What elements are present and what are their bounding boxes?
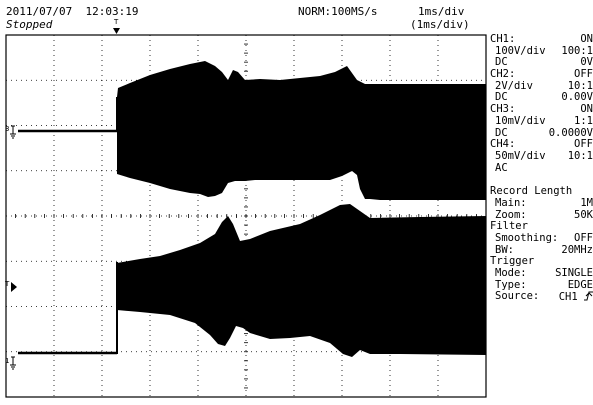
filter-title: Filter	[490, 220, 528, 233]
ch1-marker-label: 1	[5, 357, 9, 365]
ch2-state: OFF	[574, 68, 593, 81]
ch1-ground-icon	[10, 356, 16, 370]
ch1-scale-row: 100V/div 100:1	[495, 44, 593, 57]
ch4-header-row: CH4: OFF	[490, 138, 593, 151]
ch3-header-row: CH3: ON	[490, 103, 593, 116]
settings-panel: CH1: ON 100V/div 100:1 DC 0V CH2: OFF 2V/div…	[490, 33, 593, 303]
acquisition-status: Stopped	[6, 18, 53, 31]
acquisition-mode: NORM:100MS/s	[298, 5, 378, 18]
trigger-level-label: T	[4, 280, 10, 288]
trigger-level-icon	[11, 282, 17, 292]
datetime: 2011/07/07 12:03:19	[6, 5, 139, 18]
record-zoom-row: Zoom: 50K	[495, 208, 593, 221]
record-main-row: Main: 1M	[495, 196, 593, 209]
ch3-coupling-row: DC 0.0000V	[495, 126, 593, 139]
ch4-coupling-row: AC	[495, 161, 508, 174]
trigger-type-row: Type: EDGE	[495, 278, 593, 291]
ch2-coupling-row: DC 0.00V	[495, 91, 593, 104]
ch1-envelope	[117, 204, 486, 357]
trigger-source-row: Source: CH1	[490, 291, 593, 303]
timebase: 1ms/div	[418, 5, 465, 18]
ch3-ground-icon	[10, 125, 16, 139]
ch3-marker-label: 3	[5, 125, 9, 133]
ch3-state: ON	[580, 103, 593, 116]
trigger-mode-row: Mode: SINGLE	[495, 267, 593, 280]
ch3-envelope	[117, 61, 486, 200]
ch2-scale-row: 2V/div 10:1	[495, 79, 593, 92]
smoothing-row: Smoothing: OFF	[495, 232, 593, 244]
ch1-coupling-row: DC 0V	[495, 56, 593, 69]
ch1-header-row: CH1: ON	[490, 33, 593, 45]
trigger-position-icon	[113, 28, 120, 34]
ch2-header-row: CH2: OFF	[490, 68, 593, 81]
ch1-state: ON	[580, 33, 593, 45]
ch3-scale-row: 10mV/div 1:1	[495, 114, 593, 127]
trigger-position-label: T	[113, 18, 119, 26]
zoom-timebase: (1ms/div)	[410, 18, 470, 31]
trigger-title: Trigger	[490, 255, 535, 268]
ch4-scale-row: 50mV/div 10:1	[495, 149, 593, 162]
rising-edge-icon	[584, 291, 593, 301]
record-length-title: Record Length	[490, 185, 573, 198]
bandwidth-row: BW: 20MHz	[495, 243, 593, 256]
ch4-state: OFF	[574, 138, 593, 151]
